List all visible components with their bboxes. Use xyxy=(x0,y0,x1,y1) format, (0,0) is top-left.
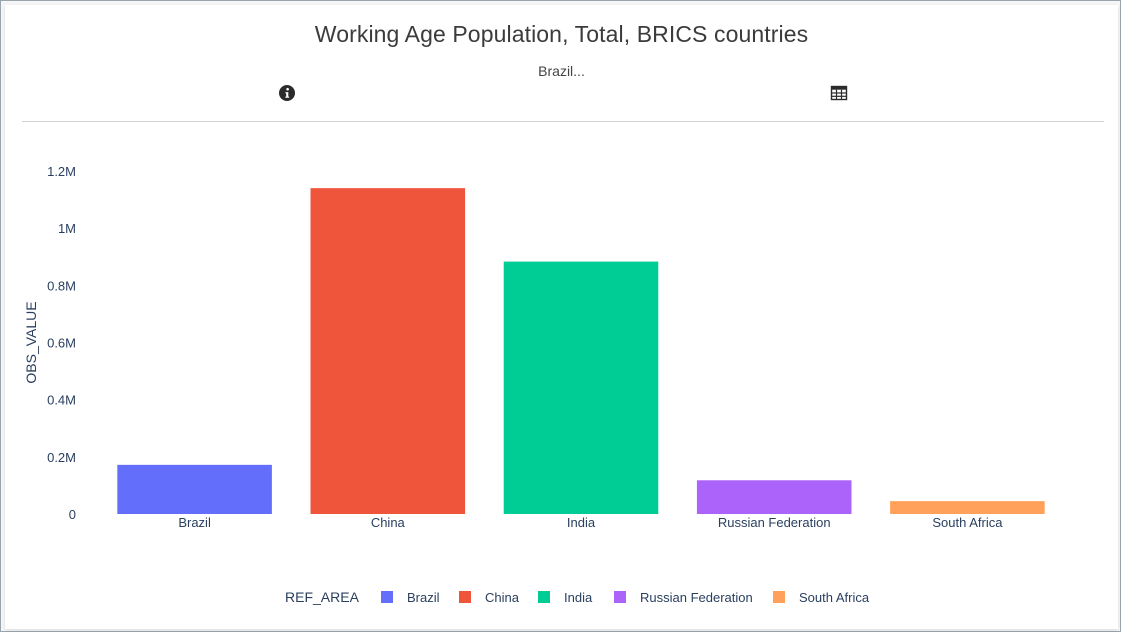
bar-chart: 0 0.2M 0.4M 0.6M 0.8M 1M 1.2M OBS_VALUE Brazil… xyxy=(23,164,1045,605)
bar-india[interactable] xyxy=(503,261,659,514)
y-tick-label: 0.8M xyxy=(47,278,76,293)
x-tick-label: China xyxy=(371,515,406,530)
x-tick-label: South Africa xyxy=(932,515,1003,530)
legend-item-russian-federation[interactable]: Russian Federation xyxy=(614,590,753,605)
chart-card: Working Age Population, Total, BRICS cou… xyxy=(5,5,1118,629)
x-tick-label: India xyxy=(567,515,596,530)
bar-russian-federation[interactable] xyxy=(696,480,852,514)
y-tick-label: 1.2M xyxy=(47,164,76,179)
legend-swatch xyxy=(538,591,550,603)
y-tick-label: 0 xyxy=(69,507,76,522)
bars xyxy=(117,188,1045,514)
legend-swatch xyxy=(381,591,393,603)
legend-title: REF_AREA xyxy=(285,589,360,605)
table-icon[interactable] xyxy=(830,84,848,102)
legend-item-south-africa[interactable]: South Africa xyxy=(773,590,870,605)
y-tick-label: 0.4M xyxy=(47,393,76,408)
legend-swatch xyxy=(773,591,785,603)
y-axis: 0 0.2M 0.4M 0.6M 0.8M 1M 1.2M xyxy=(47,164,76,522)
legend-swatch xyxy=(459,591,471,603)
chart-header: Working Age Population, Total, BRICS cou… xyxy=(5,5,1118,145)
info-icon[interactable] xyxy=(278,84,296,102)
y-tick-label: 0.2M xyxy=(47,450,76,465)
legend-swatch xyxy=(614,591,626,603)
x-tick-label: Brazil xyxy=(178,515,211,530)
y-tick-label: 0.6M xyxy=(47,336,76,351)
legend-label: Russian Federation xyxy=(640,590,753,605)
bar-china[interactable] xyxy=(310,188,466,514)
chart-title: Working Age Population, Total, BRICS cou… xyxy=(314,21,809,47)
chart-subtitle[interactable]: Brazil... xyxy=(538,63,585,79)
bar-south-africa[interactable] xyxy=(890,501,1045,514)
legend-label: China xyxy=(485,590,520,605)
legend-item-india[interactable]: India xyxy=(538,590,593,605)
y-tick-label: 1M xyxy=(58,221,76,236)
chart-area: 0 0.2M 0.4M 0.6M 0.8M 1M 1.2M OBS_VALUE Brazil… xyxy=(5,145,1118,629)
legend-item-china[interactable]: China xyxy=(459,590,520,605)
legend: REF_AREA Brazil China India Russian Federati… xyxy=(285,589,870,605)
x-axis: Brazil China India Russian Federation South … xyxy=(178,515,1003,530)
legend-label: India xyxy=(564,590,593,605)
bar-brazil[interactable] xyxy=(117,464,272,514)
legend-item-brazil[interactable]: Brazil xyxy=(381,590,440,605)
header-divider xyxy=(22,121,1104,122)
y-axis-label: OBS_VALUE xyxy=(23,301,39,383)
legend-label: South Africa xyxy=(799,590,870,605)
legend-label: Brazil xyxy=(407,590,440,605)
x-tick-label: Russian Federation xyxy=(718,515,831,530)
